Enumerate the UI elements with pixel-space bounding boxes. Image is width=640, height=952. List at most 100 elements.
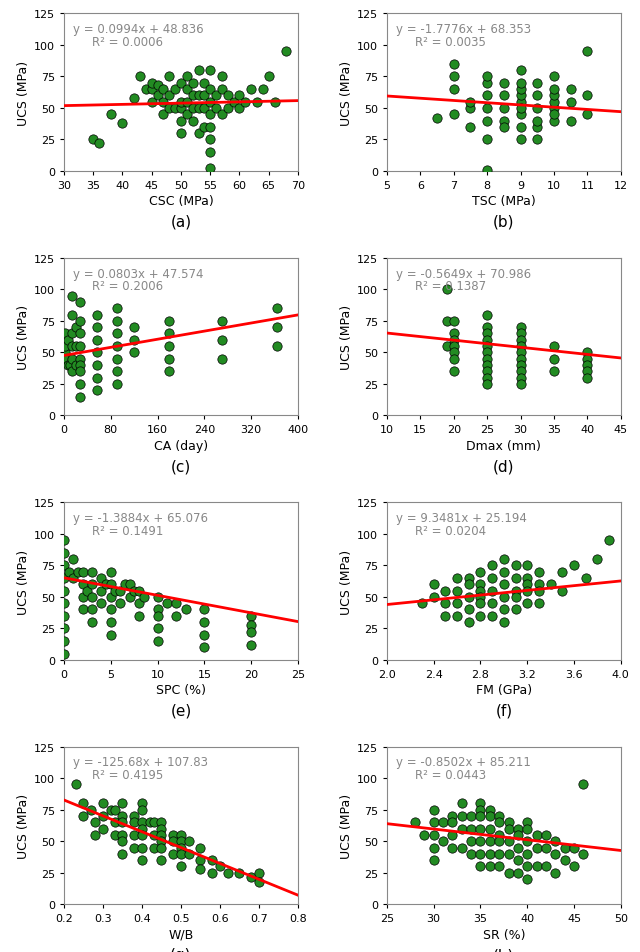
Point	[456, 822, 467, 837]
Point	[92, 333, 102, 348]
Point	[109, 815, 120, 830]
Point	[83, 584, 93, 599]
Point	[129, 584, 140, 599]
Point	[240, 95, 250, 110]
Point	[429, 577, 439, 592]
Point	[59, 558, 69, 573]
Y-axis label: UCS (MPa): UCS (MPa)	[17, 793, 29, 858]
Point	[532, 76, 542, 91]
Point	[117, 834, 127, 849]
Point	[193, 64, 204, 79]
Point	[254, 874, 264, 889]
Point	[429, 827, 439, 843]
Point	[184, 834, 194, 849]
Point	[442, 339, 452, 354]
Point	[522, 872, 532, 887]
Point	[176, 127, 186, 142]
Point	[449, 327, 459, 342]
Point	[532, 114, 542, 129]
Point	[504, 846, 514, 862]
Point	[465, 95, 476, 110]
Point	[63, 358, 73, 373]
Point	[522, 577, 532, 592]
Point	[170, 101, 180, 116]
Point	[59, 584, 69, 599]
Point	[582, 346, 593, 361]
Point	[484, 803, 495, 818]
Point	[465, 101, 476, 116]
Point	[205, 64, 215, 79]
Text: R² = 0.0204: R² = 0.0204	[415, 525, 486, 537]
Point	[137, 840, 147, 855]
Point	[92, 358, 102, 373]
Point	[180, 603, 191, 618]
Point	[59, 621, 69, 636]
Point	[273, 339, 283, 354]
Point	[92, 370, 102, 386]
Point	[582, 370, 593, 386]
Point	[199, 627, 209, 643]
Point	[582, 365, 593, 380]
Point	[246, 638, 256, 653]
Point	[223, 865, 233, 881]
Point	[476, 608, 486, 624]
Point	[550, 846, 561, 862]
Point	[134, 584, 144, 599]
Point	[152, 89, 163, 104]
Point	[254, 865, 264, 881]
Point	[482, 377, 492, 392]
Point	[569, 558, 579, 573]
Point	[117, 846, 127, 862]
Point	[129, 827, 140, 843]
X-axis label: CSC (MPa): CSC (MPa)	[148, 195, 213, 208]
Point	[449, 351, 459, 367]
Point	[134, 596, 144, 611]
Point	[499, 89, 509, 104]
Point	[96, 596, 106, 611]
Point	[499, 615, 509, 630]
Point	[513, 822, 523, 837]
Point	[582, 89, 593, 104]
Point	[566, 82, 576, 97]
Point	[417, 596, 427, 611]
Point	[452, 596, 462, 611]
Y-axis label: UCS (MPa): UCS (MPa)	[17, 61, 29, 126]
Point	[449, 108, 459, 123]
Point	[515, 370, 525, 386]
Point	[117, 815, 127, 830]
Point	[549, 101, 559, 116]
Point	[482, 365, 492, 380]
Point	[511, 603, 521, 618]
Point	[59, 533, 69, 548]
Point	[252, 95, 262, 110]
Point	[449, 365, 459, 380]
Point	[494, 859, 504, 874]
Point	[67, 351, 77, 367]
Point	[152, 621, 163, 636]
Point	[156, 834, 166, 849]
Point	[549, 108, 559, 123]
Point	[549, 365, 559, 380]
Point	[156, 815, 166, 830]
Point	[67, 339, 77, 354]
Point	[59, 608, 69, 624]
Point	[476, 577, 486, 592]
Point	[217, 69, 227, 85]
Point	[476, 808, 486, 823]
Point	[482, 370, 492, 386]
Point	[456, 808, 467, 823]
Point	[447, 815, 458, 830]
Point	[152, 589, 163, 605]
Point	[199, 615, 209, 630]
Point	[482, 114, 492, 129]
Point	[148, 840, 159, 855]
Point	[195, 853, 205, 868]
Point	[90, 827, 100, 843]
Point	[429, 815, 439, 830]
Point	[170, 82, 180, 97]
Point	[569, 840, 579, 855]
Text: (d): (d)	[493, 459, 515, 474]
Point	[73, 565, 83, 580]
Point	[217, 333, 227, 348]
Point	[511, 570, 521, 585]
